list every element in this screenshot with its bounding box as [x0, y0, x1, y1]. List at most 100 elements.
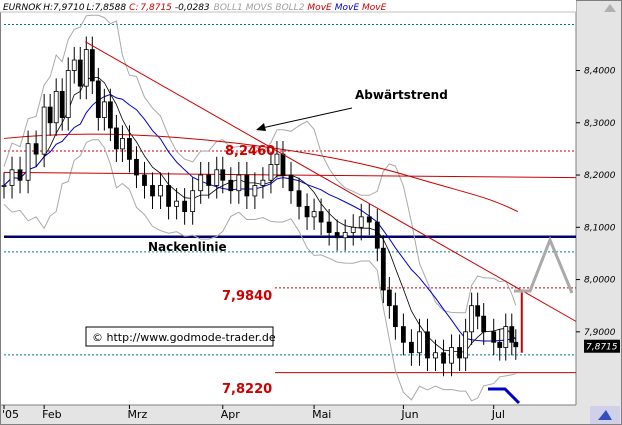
y-tick-label: 8,2000 — [584, 171, 616, 181]
candle-body — [77, 59, 83, 87]
header-bar — [0, 0, 576, 12]
bollinger-bands — [3, 14, 517, 402]
candle-body — [9, 169, 15, 186]
candle-body — [228, 179, 234, 192]
y-axis-ticks: 8,4000 8,3000 8,2000 8,1000 8,0000 7,9000 — [576, 66, 616, 338]
candle-body — [142, 174, 147, 186]
header-low: L:7,8588 — [87, 3, 127, 13]
header-close-label: C: — [129, 3, 138, 13]
candle-body — [214, 169, 220, 186]
candle-body — [425, 331, 430, 359]
header-ind-movs: MOVS — [246, 3, 273, 13]
candle-body — [491, 331, 497, 343]
candle-body — [47, 106, 53, 124]
projections — [488, 235, 574, 405]
candle-body — [53, 91, 59, 124]
candle-body — [134, 158, 139, 176]
candle-body — [33, 143, 39, 155]
candle-body — [366, 216, 372, 223]
candle-body — [89, 49, 95, 82]
candle-body — [206, 174, 212, 186]
candle-body — [288, 174, 294, 192]
candle-body — [113, 127, 119, 150]
candle-body — [65, 70, 71, 118]
candle-body — [236, 174, 242, 192]
trend-annotation: Abwärtstrend — [355, 88, 448, 102]
y-tick-label: 8,0000 — [584, 276, 616, 286]
y-tick-label: 8,1000 — [584, 223, 616, 233]
arrow-up-icon — [604, 4, 616, 12]
candle-body — [392, 305, 398, 327]
candle-body — [260, 179, 266, 186]
candle-body — [457, 347, 462, 359]
candle-body — [513, 341, 519, 348]
x-tick-label: Jun — [400, 408, 418, 421]
candle-body — [95, 80, 101, 118]
header-legend: EURNOK H:7,9710 L:7,8588 C: 7,8715 -0,0283 BOL… — [3, 3, 387, 13]
candle-body — [220, 169, 226, 181]
candle-body — [503, 326, 509, 348]
candle-body — [296, 190, 302, 207]
candle-body — [409, 341, 414, 354]
candle-body — [107, 101, 113, 129]
candle-body — [318, 211, 324, 223]
ma-blue — [3, 93, 516, 342]
trend-annotation-arrow — [261, 107, 353, 129]
last-value-marker: 7,8715 — [584, 339, 620, 353]
candle-body — [71, 59, 77, 71]
candle-body — [417, 331, 422, 354]
bollinger-lower — [3, 139, 516, 402]
candle-body — [374, 221, 380, 249]
projection-down — [488, 387, 521, 405]
x-tick-label: Mai — [312, 408, 331, 421]
header-ind-boll1: BOLL1 — [214, 3, 243, 13]
header-ma-red-2: MovE — [362, 3, 387, 13]
candle-body — [509, 326, 515, 343]
candle-body — [481, 315, 487, 333]
header-ma-red: MovE — [307, 3, 332, 13]
y-tick-label: 8,4000 — [584, 66, 616, 76]
arrow-head-icon — [256, 123, 266, 131]
candle-body — [59, 91, 65, 118]
level-label-7822: 7,8220 — [222, 382, 272, 397]
x-axis-ticks: '05 Feb Mrz Apr Mai Jun Jul — [2, 405, 505, 421]
candle-body — [350, 226, 356, 233]
candle-body — [268, 164, 274, 181]
candle-body — [198, 174, 204, 192]
candle-body — [127, 138, 132, 160]
candle-body — [190, 190, 196, 213]
x-tick-label: Apr — [221, 408, 241, 421]
header-close: 7,8715 — [140, 3, 172, 13]
candle-body — [150, 185, 155, 197]
scroll-up-button[interactable] — [600, 2, 620, 16]
copyright-text: © http://www.godmode-trader.de — [92, 331, 276, 344]
candle-body — [83, 49, 89, 87]
candle-body — [41, 106, 47, 155]
x-tick-label: Mrz — [127, 408, 147, 421]
logo-button[interactable] — [590, 406, 620, 424]
candle-body — [120, 138, 125, 150]
candle-body — [101, 101, 107, 118]
candle-body — [158, 185, 163, 197]
candle-body — [334, 232, 340, 239]
candle-body — [469, 305, 475, 333]
candle-body — [358, 216, 364, 228]
trendlines — [85, 41, 577, 322]
trendline-0 — [85, 41, 577, 322]
copyright-box: © http://www.godmode-trader.de — [85, 326, 276, 347]
candle-body — [274, 153, 280, 165]
level-label-7984: 7,9840 — [222, 289, 272, 304]
candle-body — [326, 221, 332, 233]
candle-body — [400, 326, 406, 343]
projection-up — [514, 235, 574, 294]
candle-body — [1, 185, 7, 187]
candle-body — [174, 200, 180, 207]
last-value-label: 7,8715 — [586, 343, 618, 353]
y-axis-panel — [576, 0, 622, 425]
header-ind-boll2: BOLL2 — [275, 3, 304, 13]
header-ma-blue: MovE — [335, 3, 360, 13]
logo-icon — [598, 410, 612, 420]
level-label-8246: 8,2460 — [225, 144, 275, 159]
